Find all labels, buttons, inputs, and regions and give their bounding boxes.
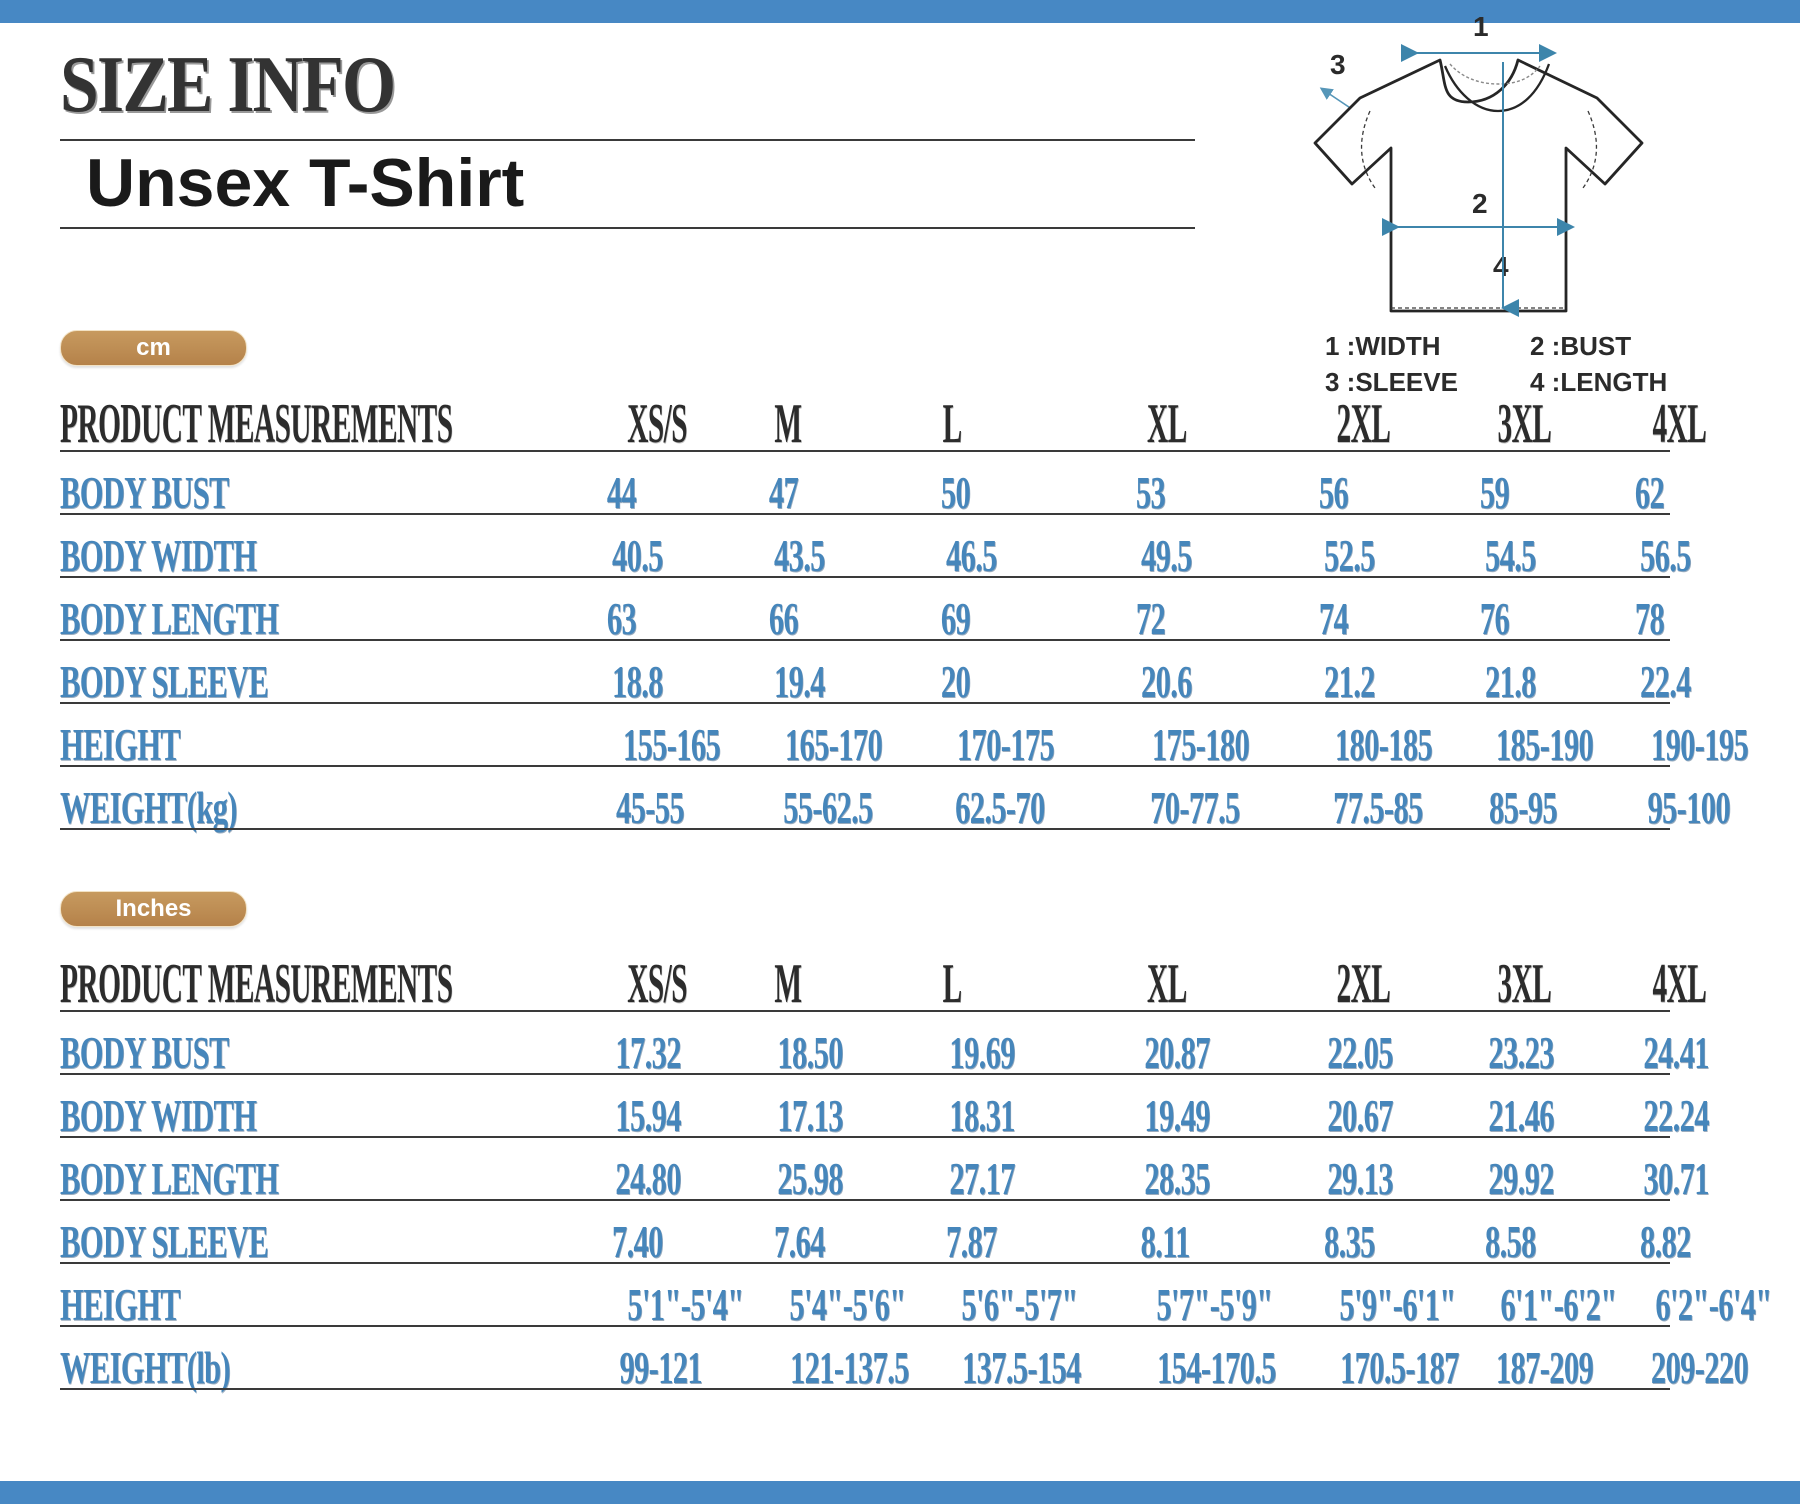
svg-text:4: 4 <box>1493 251 1509 282</box>
svg-text:1: 1 <box>1473 16 1489 42</box>
svg-text:3: 3 <box>1330 49 1346 80</box>
svg-text:2: 2 <box>1472 188 1488 219</box>
